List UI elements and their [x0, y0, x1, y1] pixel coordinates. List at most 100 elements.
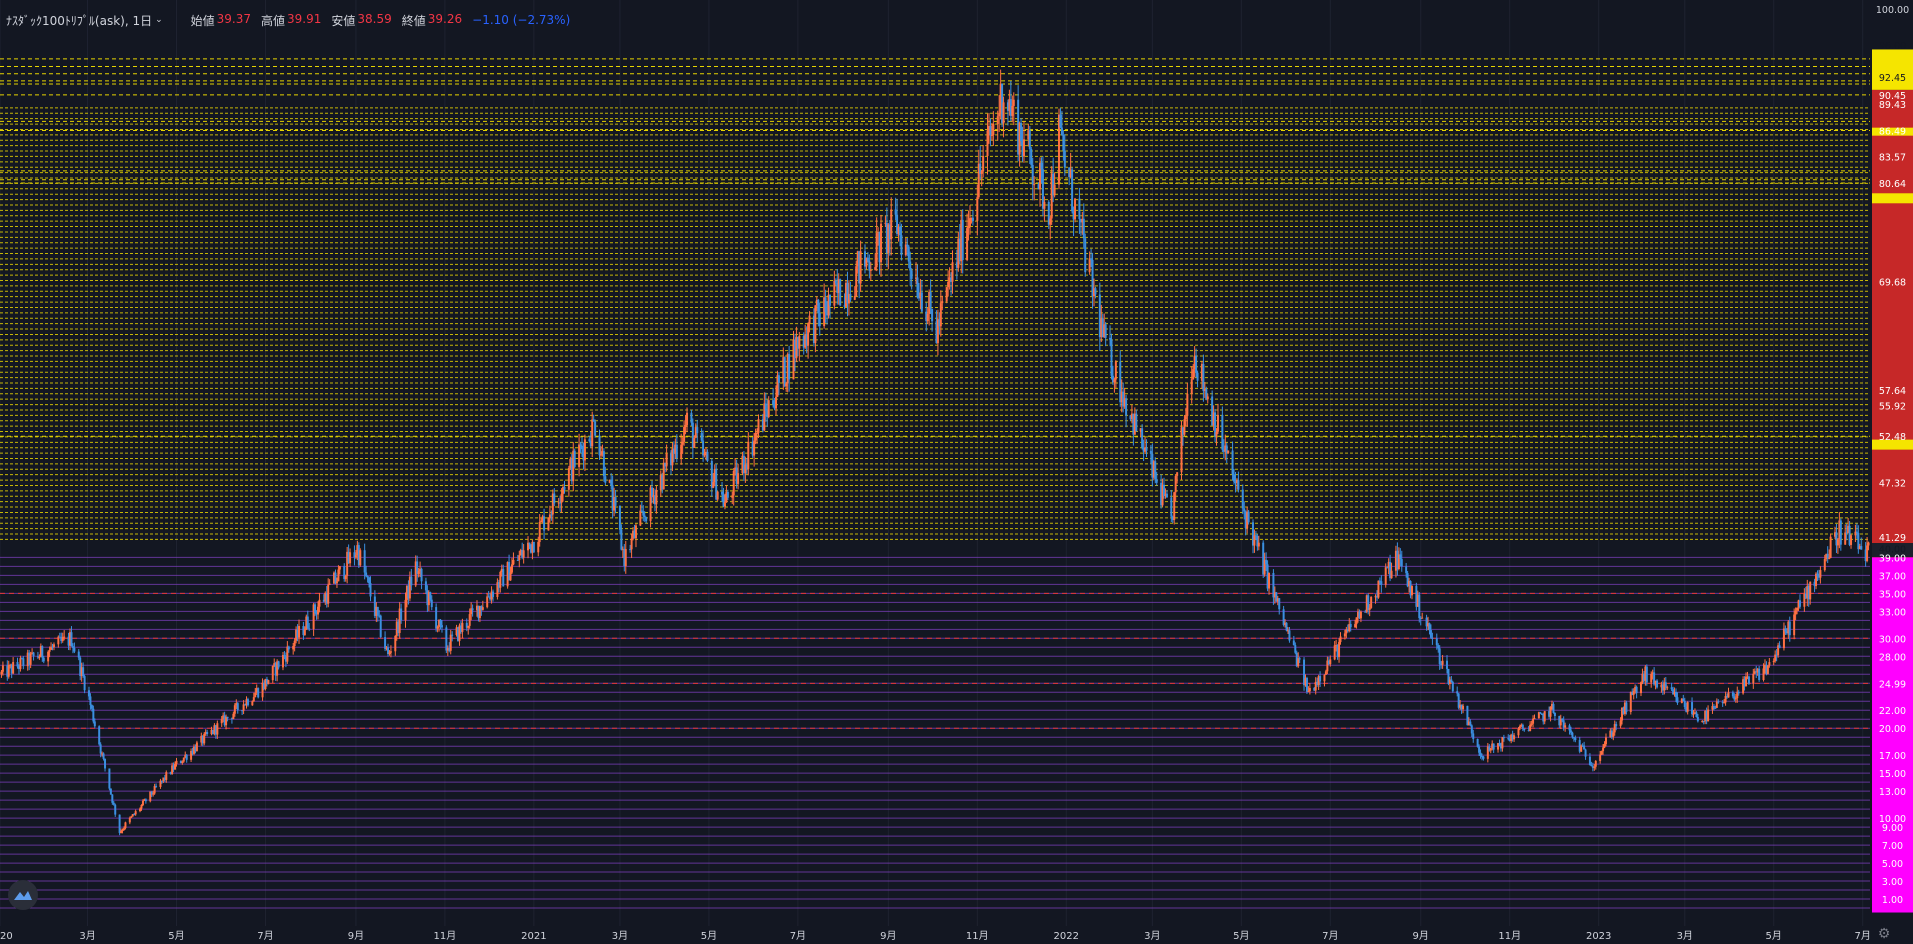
- candle-body: [1715, 701, 1718, 708]
- candle: [1415, 582, 1418, 611]
- candle: [1246, 506, 1249, 534]
- candle: [486, 593, 489, 609]
- candle-body: [1674, 691, 1677, 698]
- candle: [1173, 491, 1176, 525]
- candle-body: [604, 476, 607, 483]
- candle: [1193, 345, 1196, 378]
- candle-body: [1826, 553, 1829, 559]
- candle-body: [900, 235, 903, 256]
- candle: [634, 523, 637, 548]
- candle-body: [620, 529, 623, 550]
- candle-body: [99, 744, 102, 754]
- candle-body: [1520, 724, 1523, 727]
- candle-body: [316, 606, 319, 615]
- candle: [572, 442, 575, 492]
- candle-body: [578, 444, 581, 467]
- candle-body: [1114, 361, 1117, 380]
- candle-body: [757, 419, 760, 433]
- candle-body: [1416, 594, 1419, 607]
- candle: [837, 273, 840, 305]
- candle: [1268, 572, 1271, 595]
- candle: [783, 356, 786, 388]
- candle-body: [1581, 745, 1584, 747]
- candle: [541, 514, 544, 524]
- candle-body: [1022, 139, 1025, 157]
- candle: [588, 435, 591, 443]
- candle-body: [1693, 712, 1696, 714]
- candle: [286, 641, 289, 664]
- candle-body: [839, 279, 842, 306]
- candle-body: [165, 772, 168, 780]
- candle: [888, 219, 891, 256]
- candle: [1855, 523, 1858, 539]
- candle: [184, 751, 187, 759]
- candle-body: [1214, 412, 1217, 437]
- candle-body: [1364, 611, 1367, 613]
- candle: [287, 645, 290, 653]
- candle-body: [52, 644, 55, 648]
- candle-body: [516, 559, 519, 561]
- candle-body: [715, 468, 718, 500]
- candle-body: [1419, 618, 1422, 620]
- candle: [1008, 89, 1011, 116]
- candle-body: [271, 665, 274, 681]
- candle-body: [782, 357, 785, 383]
- symbol-title[interactable]: ﾅｽﾀﾞｯｸ100ﾄﾘﾌﾟﾙ(ask), 1日: [6, 13, 153, 28]
- candle-body: [1427, 623, 1430, 627]
- candle: [970, 217, 973, 224]
- candle-body: [287, 646, 290, 650]
- candle: [1816, 570, 1819, 582]
- candle: [264, 678, 267, 691]
- candle: [645, 516, 648, 524]
- candle: [265, 676, 268, 687]
- gear-icon[interactable]: ⚙: [1877, 926, 1891, 942]
- candle-body: [408, 576, 411, 599]
- tradingview-logo-icon[interactable]: [8, 880, 38, 910]
- candle-body: [1572, 737, 1575, 739]
- candle-body: [1303, 659, 1306, 686]
- high-value: 39.91: [287, 11, 322, 26]
- candle-body: [712, 482, 715, 488]
- candle-body: [1737, 691, 1740, 694]
- candle: [578, 433, 581, 477]
- candle: [621, 546, 624, 558]
- candle-body: [582, 449, 585, 461]
- candle-body: [328, 583, 331, 585]
- candle: [519, 548, 522, 556]
- time-axis-label: 11月: [434, 930, 457, 942]
- candle-body: [887, 224, 890, 253]
- candle-body: [439, 619, 442, 626]
- candle-body: [1359, 611, 1362, 619]
- price-axis-label: 92.45: [1879, 73, 1906, 84]
- candle-body: [969, 218, 972, 227]
- candle: [225, 714, 228, 730]
- candle-body: [430, 599, 433, 608]
- candle: [651, 480, 654, 504]
- candle-body: [518, 555, 521, 560]
- price-axis-label: 83.57: [1879, 153, 1906, 164]
- candle: [1078, 187, 1081, 234]
- candle-body: [955, 262, 958, 268]
- candle-body: [1012, 99, 1015, 106]
- candle: [373, 590, 376, 619]
- candle-body: [1384, 567, 1387, 585]
- candle-body: [1265, 559, 1268, 565]
- candle: [1184, 407, 1187, 427]
- open-value: 39.37: [216, 11, 252, 26]
- candle: [1712, 703, 1715, 711]
- candle-body: [1094, 288, 1097, 295]
- candle: [1171, 515, 1174, 524]
- candle: [604, 466, 607, 486]
- candle-body: [1111, 375, 1114, 383]
- candle: [1053, 172, 1056, 198]
- candle: [1253, 529, 1256, 553]
- candle-body: [788, 354, 791, 380]
- candle: [185, 753, 188, 763]
- candle: [118, 814, 121, 836]
- candle-body: [1057, 114, 1060, 185]
- chevron-down-icon[interactable]: ⌄: [155, 15, 163, 25]
- candle: [1602, 744, 1605, 755]
- candle-body: [537, 542, 540, 553]
- candle-body: [741, 455, 744, 474]
